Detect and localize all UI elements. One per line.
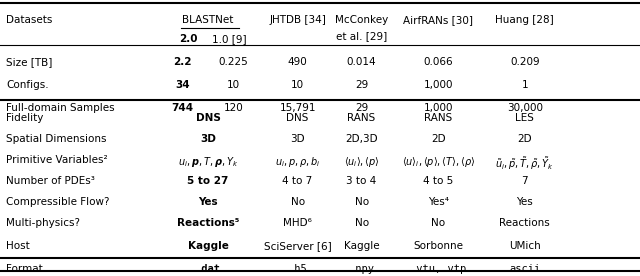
Text: Reactions: Reactions [499,218,550,228]
Text: 3D: 3D [200,134,216,144]
Text: JHTDB [34]: JHTDB [34] [269,15,326,25]
Text: 120: 120 [224,103,243,113]
Text: 34: 34 [175,80,189,90]
Text: Host: Host [6,242,30,251]
Text: Yes⁴: Yes⁴ [428,197,449,207]
Text: 1.0 [9]: 1.0 [9] [212,34,246,44]
Text: 3 to 4: 3 to 4 [346,176,377,186]
Text: .vtu,.vtp: .vtu,.vtp [410,264,467,274]
Text: 5 to 27: 5 to 27 [188,176,228,186]
Text: MHD⁶: MHD⁶ [283,218,312,228]
Text: Kaggle: Kaggle [344,242,380,251]
Text: McConkey: McConkey [335,15,388,25]
Text: Compressible Flow?: Compressible Flow? [6,197,110,207]
Text: Datasets: Datasets [6,15,52,25]
Text: LES: LES [515,113,534,123]
Text: Primitive Variables²: Primitive Variables² [6,155,108,165]
Text: .dat: .dat [195,264,221,274]
Text: 0.225: 0.225 [219,57,248,67]
Text: 15,791: 15,791 [279,103,316,113]
Text: 2.2: 2.2 [173,57,191,67]
Text: 0.066: 0.066 [424,57,453,67]
Text: 744: 744 [172,103,193,113]
Text: 1,000: 1,000 [424,103,453,113]
Text: 10: 10 [291,80,304,90]
Text: $\langle u_i\rangle,\langle p\rangle$: $\langle u_i\rangle,\langle p\rangle$ [344,155,380,169]
Text: Configs.: Configs. [6,80,49,90]
Text: BLASTNet: BLASTNet [182,15,234,25]
Text: 10: 10 [227,80,240,90]
Text: AirfRANs [30]: AirfRANs [30] [403,15,474,25]
Text: Yes: Yes [516,197,533,207]
Text: 1: 1 [522,80,528,90]
Text: No: No [355,197,369,207]
Text: 29: 29 [355,103,368,113]
Text: 2.0: 2.0 [180,34,198,44]
Text: 7: 7 [522,176,528,186]
Text: Fidelity: Fidelity [6,113,44,123]
Text: ascii: ascii [509,264,540,274]
Text: .h5: .h5 [288,264,307,274]
Text: 3D: 3D [291,134,305,144]
Text: Full-domain Samples: Full-domain Samples [6,103,115,113]
Text: RANS: RANS [424,113,452,123]
Text: No: No [355,218,369,228]
Text: No: No [291,197,305,207]
Text: .npy: .npy [349,264,374,274]
Text: Size [TB]: Size [TB] [6,57,52,67]
Text: Huang [28]: Huang [28] [495,15,554,25]
Text: Format: Format [6,264,43,274]
Text: $u_i,p,\rho,b_i$: $u_i,p,\rho,b_i$ [275,155,321,169]
Text: 490: 490 [288,57,307,67]
Text: 1,000: 1,000 [424,80,453,90]
Text: DNS: DNS [287,113,308,123]
Text: Number of PDEs³: Number of PDEs³ [6,176,95,186]
Text: $\langle u\rangle_i,\langle p\rangle,\langle T\rangle,\langle\rho\rangle$: $\langle u\rangle_i,\langle p\rangle,\la… [402,155,475,169]
Text: Spatial Dimensions: Spatial Dimensions [6,134,107,144]
Text: 0.209: 0.209 [510,57,540,67]
Text: DNS: DNS [196,113,220,123]
Text: Multi-physics?: Multi-physics? [6,218,81,228]
Text: No: No [431,218,445,228]
Text: 29: 29 [355,80,368,90]
Text: 2D,3D: 2D,3D [346,134,378,144]
Text: $u_i,\boldsymbol{p},T,\boldsymbol{\rho},Y_k$: $u_i,\boldsymbol{p},T,\boldsymbol{\rho},… [178,155,238,169]
Text: 4 to 5: 4 to 5 [423,176,454,186]
Text: 4 to 7: 4 to 7 [282,176,313,186]
Text: Kaggle: Kaggle [188,242,228,251]
Text: Reactions⁵: Reactions⁵ [177,218,239,228]
Text: 0.014: 0.014 [347,57,376,67]
Text: $\tilde{u}_i,\tilde{p},\tilde{T},\tilde{\rho},\tilde{Y}_k$: $\tilde{u}_i,\tilde{p},\tilde{T},\tilde{… [495,155,554,172]
Text: RANS: RANS [348,113,376,123]
Text: 30,000: 30,000 [507,103,543,113]
Text: Yes: Yes [198,197,218,207]
Text: SciServer [6]: SciServer [6] [264,242,332,251]
Text: UMich: UMich [509,242,541,251]
Text: 2D: 2D [518,134,532,144]
Text: et al. [29]: et al. [29] [336,31,387,41]
Text: 2D: 2D [431,134,445,144]
Text: Sorbonne: Sorbonne [413,242,463,251]
